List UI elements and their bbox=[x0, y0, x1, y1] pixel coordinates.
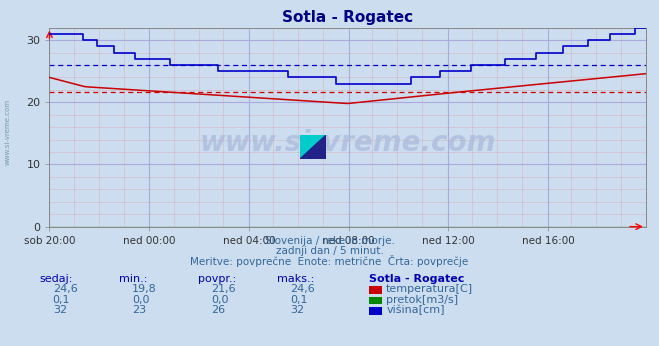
Polygon shape bbox=[300, 135, 326, 159]
Text: 0,1: 0,1 bbox=[290, 295, 308, 305]
Title: Sotla - Rogatec: Sotla - Rogatec bbox=[282, 10, 413, 25]
Text: 23: 23 bbox=[132, 305, 146, 315]
Text: temperatura[C]: temperatura[C] bbox=[386, 284, 473, 294]
Text: 26: 26 bbox=[211, 305, 225, 315]
Text: Meritve: povprečne  Enote: metrične  Črta: povprečje: Meritve: povprečne Enote: metrične Črta:… bbox=[190, 255, 469, 267]
Text: 32: 32 bbox=[290, 305, 304, 315]
Polygon shape bbox=[300, 135, 326, 159]
Text: 0,0: 0,0 bbox=[132, 295, 150, 305]
Text: 0,1: 0,1 bbox=[53, 295, 71, 305]
Text: 24,6: 24,6 bbox=[53, 284, 78, 294]
Text: 32: 32 bbox=[53, 305, 67, 315]
Text: povpr.:: povpr.: bbox=[198, 274, 236, 284]
Text: sedaj:: sedaj: bbox=[40, 274, 73, 284]
Text: Sotla - Rogatec: Sotla - Rogatec bbox=[369, 274, 465, 284]
Text: Slovenija / reke in morje.: Slovenija / reke in morje. bbox=[264, 236, 395, 246]
Polygon shape bbox=[300, 135, 326, 159]
Text: 0,0: 0,0 bbox=[211, 295, 229, 305]
Text: višina[cm]: višina[cm] bbox=[386, 305, 445, 315]
Text: www.si-vreme.com: www.si-vreme.com bbox=[200, 129, 496, 157]
Text: maks.:: maks.: bbox=[277, 274, 314, 284]
Text: www.si-vreme.com: www.si-vreme.com bbox=[5, 98, 11, 165]
Text: 21,6: 21,6 bbox=[211, 284, 235, 294]
Text: min.:: min.: bbox=[119, 274, 147, 284]
Text: pretok[m3/s]: pretok[m3/s] bbox=[386, 295, 458, 305]
Text: 24,6: 24,6 bbox=[290, 284, 315, 294]
Text: zadnji dan / 5 minut.: zadnji dan / 5 minut. bbox=[275, 246, 384, 256]
Text: 19,8: 19,8 bbox=[132, 284, 157, 294]
